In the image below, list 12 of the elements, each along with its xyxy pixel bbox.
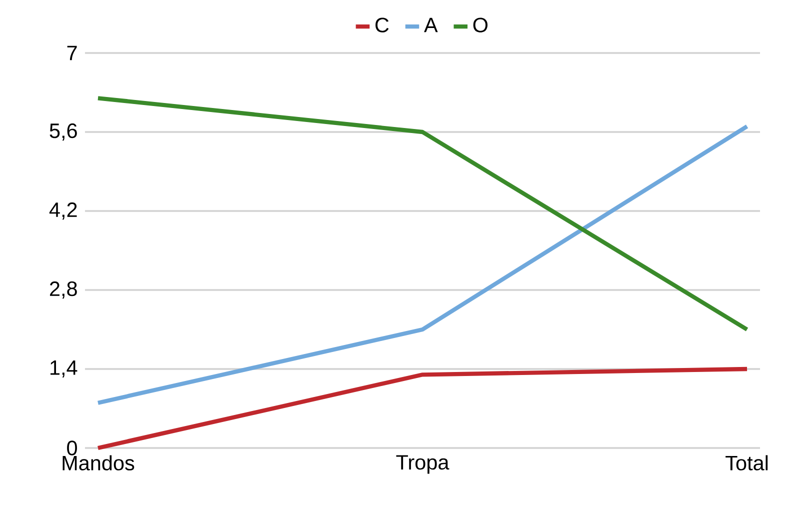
- y-tick-label: 1,4: [50, 360, 78, 378]
- legend-label: A: [424, 18, 438, 32]
- x-tick-label: Tropa: [396, 455, 450, 474]
- y-tick-label: 7: [67, 46, 77, 60]
- y-tick-label: 5,6: [50, 123, 77, 141]
- y-tick-label: 0: [67, 440, 77, 456]
- y-tick-label: 2,8: [50, 281, 77, 299]
- y-tick-label: 4,2: [49, 202, 77, 220]
- legend-label: O: [473, 18, 488, 32]
- x-tick-label: Mandos: [62, 455, 134, 470]
- legend-label: C: [376, 18, 389, 32]
- x-tick-label: Total: [726, 455, 768, 470]
